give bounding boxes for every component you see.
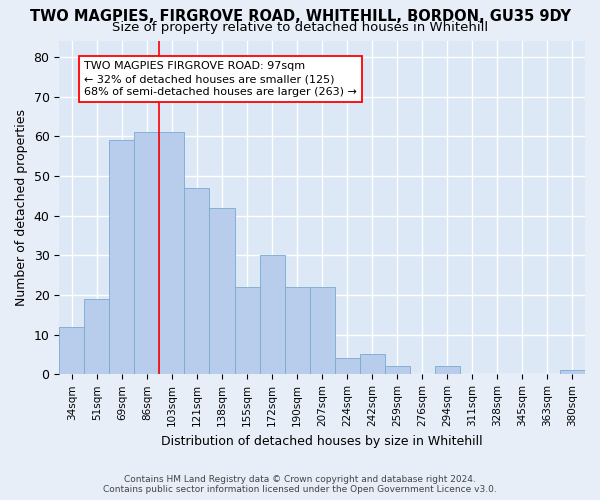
- Text: Contains HM Land Registry data © Crown copyright and database right 2024.
Contai: Contains HM Land Registry data © Crown c…: [103, 474, 497, 494]
- Bar: [560, 370, 585, 374]
- Bar: [109, 140, 134, 374]
- Bar: [85, 299, 109, 374]
- Bar: [260, 256, 284, 374]
- Bar: [310, 287, 335, 374]
- Bar: [435, 366, 460, 374]
- Text: Size of property relative to detached houses in Whitehill: Size of property relative to detached ho…: [112, 21, 488, 34]
- Bar: [235, 287, 260, 374]
- X-axis label: Distribution of detached houses by size in Whitehill: Distribution of detached houses by size …: [161, 434, 483, 448]
- Bar: [160, 132, 184, 374]
- Bar: [284, 287, 310, 374]
- Bar: [59, 326, 85, 374]
- Bar: [335, 358, 359, 374]
- Y-axis label: Number of detached properties: Number of detached properties: [15, 109, 28, 306]
- Bar: [385, 366, 410, 374]
- Bar: [134, 132, 160, 374]
- Bar: [359, 354, 385, 374]
- Bar: [184, 188, 209, 374]
- Text: TWO MAGPIES, FIRGROVE ROAD, WHITEHILL, BORDON, GU35 9DY: TWO MAGPIES, FIRGROVE ROAD, WHITEHILL, B…: [29, 9, 571, 24]
- Text: TWO MAGPIES FIRGROVE ROAD: 97sqm
← 32% of detached houses are smaller (125)
68% : TWO MAGPIES FIRGROVE ROAD: 97sqm ← 32% o…: [85, 61, 357, 97]
- Bar: [209, 208, 235, 374]
